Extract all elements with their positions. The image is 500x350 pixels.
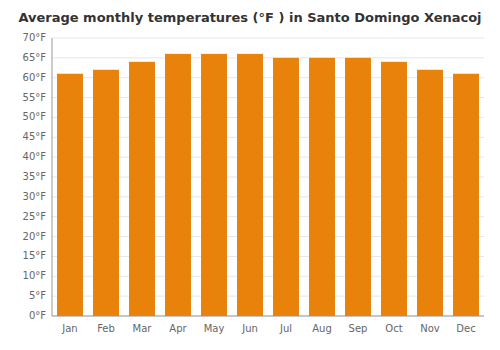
bar <box>381 62 407 316</box>
x-tick-label: Nov <box>420 323 440 334</box>
y-tick-label: 70°F <box>23 32 47 43</box>
bar <box>345 58 371 316</box>
grid <box>52 38 484 316</box>
bar <box>237 54 263 316</box>
x-tick-label: Sep <box>349 323 368 334</box>
y-tick-label: 40°F <box>23 151 47 162</box>
x-tick-label: Feb <box>97 323 115 334</box>
x-tick-label: May <box>204 323 225 334</box>
bars <box>57 54 479 316</box>
x-tick-label: Jul <box>279 323 292 334</box>
x-tick-label: Apr <box>169 323 187 334</box>
bar <box>165 54 191 316</box>
x-axis: Jan Feb Mar Apr May Jun Jul Aug Sep Oct Nov Dec <box>61 323 475 334</box>
chart-container: Average monthly temperatures (°F ) in Sa… <box>0 0 500 350</box>
y-tick-label: 30°F <box>23 191 47 202</box>
chart-svg: Average monthly temperatures (°F ) in Sa… <box>0 0 500 350</box>
x-tick-label: Aug <box>312 323 332 334</box>
y-axis: 0°F 5°F 10°F 15°F 20°F 25°F 30°F 35°F 40°F 45°F 50… <box>23 32 47 321</box>
y-axis-line <box>52 38 53 316</box>
grid-line <box>52 57 484 58</box>
y-tick-label: 10°F <box>23 270 47 281</box>
y-tick-label: 5°F <box>29 290 46 301</box>
y-tick-label: 20°F <box>23 231 47 242</box>
x-tick-label: Mar <box>133 323 153 334</box>
y-tick-label: 60°F <box>23 72 47 83</box>
x-tick-label: Jan <box>61 323 77 334</box>
y-tick-label: 25°F <box>23 211 47 222</box>
bar <box>309 58 335 316</box>
y-tick-label: 15°F <box>23 250 47 261</box>
bar <box>129 62 155 316</box>
bar <box>417 70 443 316</box>
y-tick-label: 55°F <box>23 92 47 103</box>
bar <box>201 54 227 316</box>
x-tick-label: Dec <box>456 323 475 334</box>
x-tick-label: Oct <box>385 323 402 334</box>
x-axis-line <box>52 316 484 317</box>
y-tick-label: 50°F <box>23 111 47 122</box>
grid-line <box>52 38 484 39</box>
y-tick-label: 45°F <box>23 131 47 142</box>
bar <box>93 70 119 316</box>
x-tick-label: Jun <box>241 323 258 334</box>
bar <box>453 74 479 316</box>
bar <box>273 58 299 316</box>
y-tick-label: 65°F <box>23 52 47 63</box>
bar <box>57 74 83 316</box>
y-tick-label: 0°F <box>29 310 46 321</box>
chart-title: Average monthly temperatures (°F ) in Sa… <box>18 10 481 25</box>
y-tick-label: 35°F <box>23 171 47 182</box>
grid-line <box>52 316 484 317</box>
